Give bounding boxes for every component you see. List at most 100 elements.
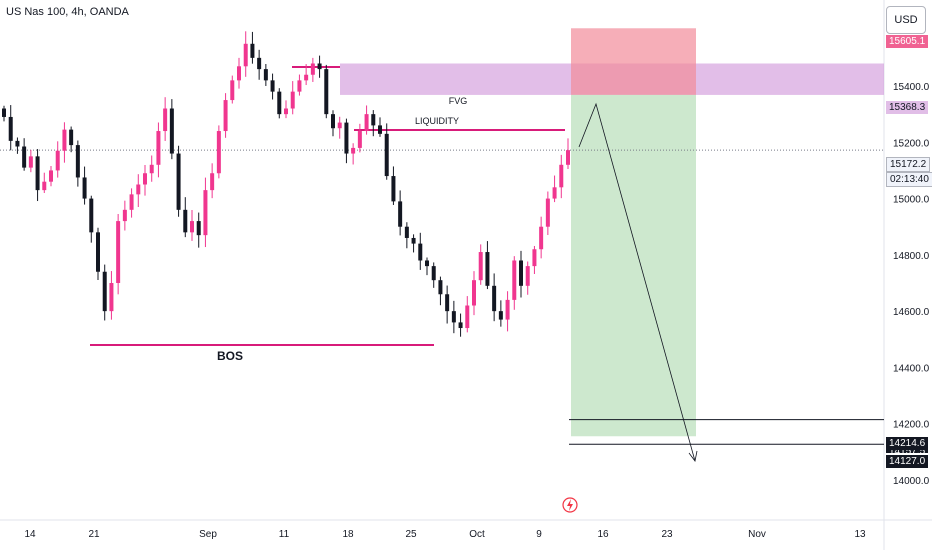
- x-tick-label: 14: [24, 529, 36, 540]
- candle-body: [243, 43, 248, 67]
- candle-body: [559, 164, 564, 188]
- candle-body: [102, 271, 107, 312]
- y-tick-label: 14200.0: [893, 420, 930, 431]
- candle-body: [331, 114, 335, 129]
- projection-arrow: [578, 102, 696, 462]
- x-tick-label: 9: [536, 529, 542, 540]
- candle-body: [129, 194, 134, 210]
- candle-body: [75, 145, 80, 178]
- arrow-head: [688, 450, 698, 462]
- fvg-label: FVG: [449, 96, 468, 106]
- candle-body: [451, 311, 456, 323]
- x-tick-label: Nov: [748, 529, 766, 540]
- symbol-title[interactable]: US Nas 100, 4h, OANDA: [6, 6, 129, 18]
- candle-body: [371, 114, 376, 126]
- candle-body: [15, 140, 20, 147]
- candle-body: [62, 129, 67, 151]
- candle-body: [82, 177, 87, 199]
- candle-body: [143, 173, 147, 185]
- candle-body: [35, 156, 40, 191]
- price-tag-fvg: 15368.3: [886, 101, 929, 114]
- candle-body: [337, 122, 342, 129]
- price-tag-current: 15172.2: [886, 157, 931, 172]
- candle-body: [49, 170, 53, 182]
- y-tick-label: 15200.0: [893, 138, 930, 149]
- candle-body: [411, 237, 416, 244]
- candle-body: [492, 285, 497, 312]
- y-tick-label: 14000.0: [893, 476, 930, 487]
- candle-body: [22, 146, 27, 168]
- price-tag-target-c: 14127.0: [886, 455, 929, 468]
- candle-body: [8, 116, 13, 141]
- candle-body: [445, 294, 450, 312]
- candle-body: [149, 164, 154, 174]
- x-tick-label: Sep: [199, 529, 217, 540]
- x-tick-label: 18: [342, 529, 354, 540]
- bos-label: BOS: [217, 349, 243, 363]
- y-tick-label: 14400.0: [893, 363, 930, 374]
- candle-body: [425, 260, 429, 267]
- candle-body: [351, 147, 356, 154]
- candle-body: [458, 322, 463, 329]
- price-tag-target-b: 14157.5: [886, 450, 929, 453]
- candle-body: [96, 232, 100, 272]
- currency-button[interactable]: USD: [886, 6, 926, 34]
- candle-body: [304, 74, 309, 81]
- candle-body: [176, 153, 181, 210]
- y-tick-label: 15000.0: [893, 195, 930, 206]
- price-tag-target-a: 14214.6: [886, 437, 929, 450]
- candle-body: [223, 100, 228, 132]
- candle-body: [230, 80, 235, 101]
- candle-body: [404, 226, 409, 238]
- candle-body: [203, 190, 208, 236]
- candle-body: [519, 260, 523, 286]
- candle-body: [277, 91, 282, 115]
- lightning-icon: [562, 497, 578, 513]
- candle-body: [284, 108, 288, 115]
- stop-loss-zone: [571, 28, 696, 95]
- candle-body: [196, 221, 201, 236]
- price-tag-top: 15605.1: [886, 35, 929, 48]
- candle-body: [525, 266, 530, 286]
- candle-body: [257, 57, 262, 70]
- candle-body: [398, 201, 403, 227]
- candle-body: [122, 209, 127, 222]
- candle-body: [2, 108, 6, 117]
- candle-body: [391, 176, 396, 202]
- candle-body: [190, 221, 194, 233]
- y-tick-label: 14600.0: [893, 307, 930, 318]
- candle-body: [109, 283, 114, 312]
- candle-body: [344, 122, 349, 154]
- candle-body: [263, 69, 268, 81]
- candle-body: [163, 108, 168, 132]
- liquidity-label: LIQUIDITY: [415, 116, 459, 126]
- candle-body: [566, 150, 570, 165]
- y-tick-label: 14800.0: [893, 251, 930, 262]
- candle-body: [89, 198, 94, 233]
- candle-body: [250, 43, 255, 58]
- candle-body: [156, 131, 161, 165]
- candle-body: [136, 184, 141, 195]
- y-tick-label: 15400.0: [893, 82, 930, 93]
- candle-body: [116, 221, 121, 283]
- candle-body: [183, 209, 188, 233]
- candle-body: [42, 181, 47, 191]
- candle-body: [216, 131, 221, 174]
- candle-body: [431, 266, 436, 281]
- candle-body: [290, 91, 295, 109]
- candle-body: [485, 252, 490, 286]
- take-profit-zone: [571, 94, 696, 437]
- candle-body: [297, 80, 302, 92]
- lightning-bolt: [567, 499, 573, 511]
- candle-body: [478, 252, 483, 281]
- candle-body: [210, 173, 215, 191]
- candle-body: [364, 114, 369, 132]
- x-tick-label: 11: [279, 529, 290, 540]
- candle-body: [270, 80, 275, 92]
- x-tick-label: Oct: [469, 529, 485, 540]
- candle-body: [237, 66, 241, 81]
- candle-body: [28, 156, 33, 168]
- candle-body: [324, 69, 329, 115]
- x-tick-label: 23: [661, 529, 673, 540]
